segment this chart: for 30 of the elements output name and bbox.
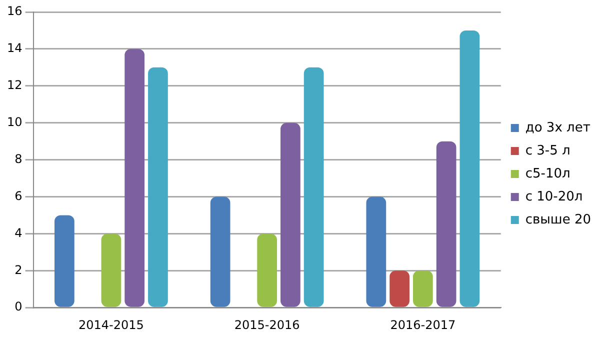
bar <box>101 234 122 307</box>
legend-label: свыше 20 <box>525 212 592 228</box>
bar <box>390 270 410 307</box>
y-tick-label: 10 <box>6 114 22 129</box>
bar <box>280 122 300 307</box>
y-tick-label: 6 <box>14 188 22 203</box>
bar <box>304 67 324 307</box>
y-tick-label: 14 <box>6 41 22 56</box>
y-tick-label: 8 <box>14 152 22 166</box>
legend-label: с5-10л <box>525 166 570 182</box>
x-tick-label: 2016-2017 <box>390 318 456 332</box>
bar <box>366 196 386 307</box>
bar <box>124 48 145 307</box>
legend-label: до 3х лет <box>525 120 591 136</box>
bar <box>436 141 456 307</box>
y-tick-label: 12 <box>6 78 22 92</box>
y-tick-label: 16 <box>6 4 22 18</box>
bar <box>460 30 480 307</box>
y-tick-label: 2 <box>14 262 22 277</box>
y-tick-label: 4 <box>14 226 22 240</box>
bar <box>54 215 74 307</box>
bar <box>412 270 433 307</box>
legend-label: с 10-20л <box>525 189 583 204</box>
bar <box>210 196 230 307</box>
bar <box>257 234 277 307</box>
x-tick-label: 2015-2016 <box>234 318 300 332</box>
y-tick-label: 0 <box>14 300 22 314</box>
legend-label: с 3-5 л <box>525 143 570 158</box>
bar <box>148 67 168 307</box>
x-tick-label: 2014-2015 <box>78 318 144 332</box>
